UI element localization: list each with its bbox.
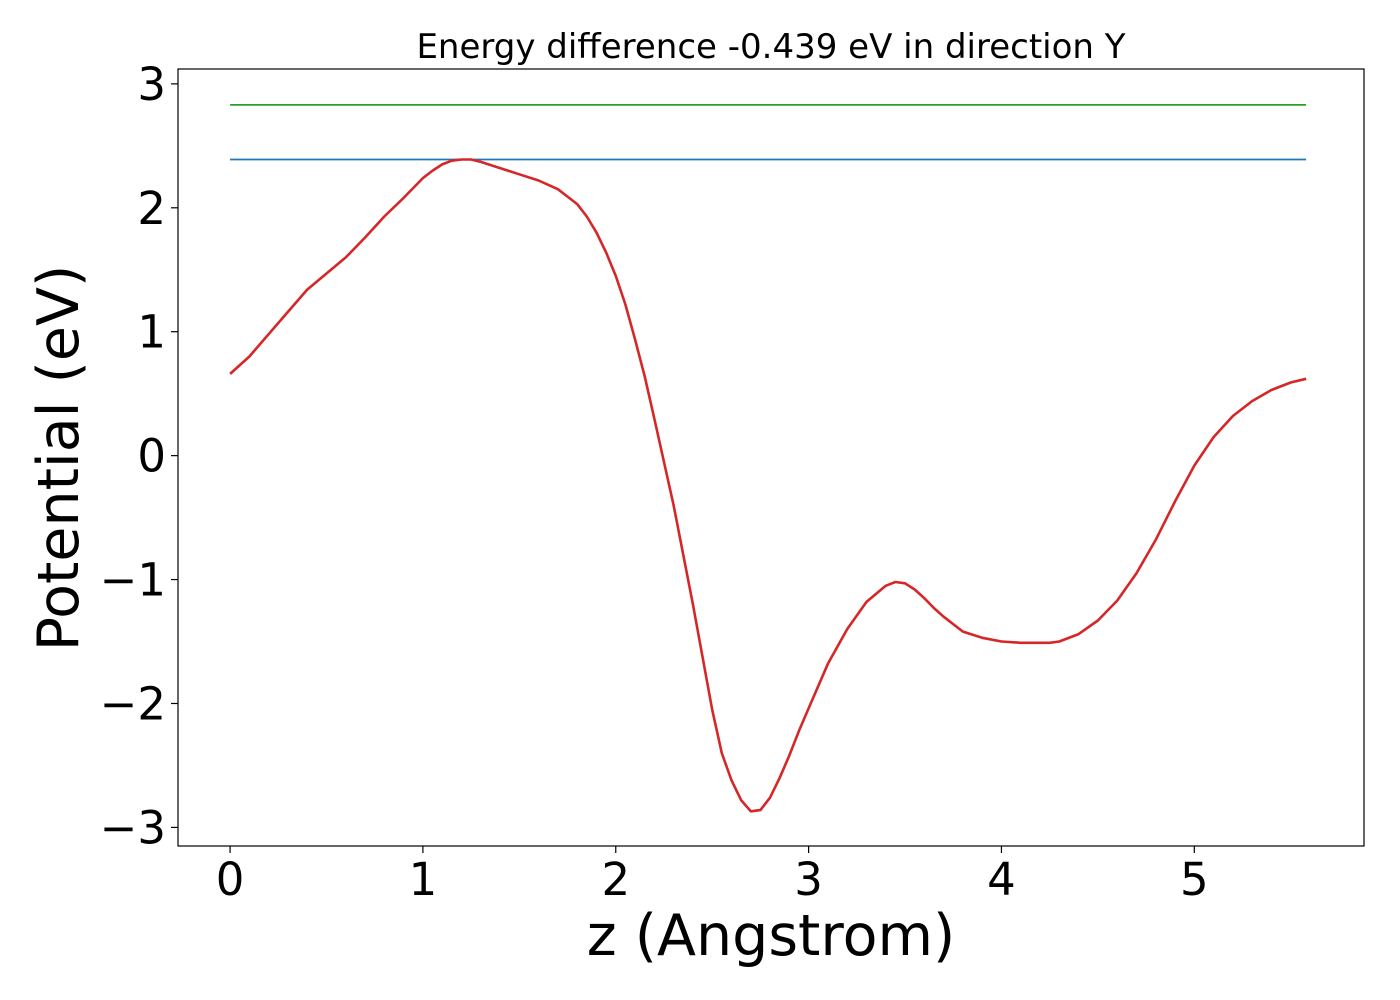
plot-frame: [177, 68, 1365, 847]
y-tick-label: 2: [137, 182, 166, 235]
x-tick-label: 1: [409, 853, 438, 906]
x-tick-label: 3: [794, 853, 823, 906]
y-tick-label: −3: [100, 801, 166, 854]
x-tick-label: 2: [601, 853, 630, 906]
y-tick-label: 3: [137, 58, 166, 111]
series-line-3: [229, 158, 1307, 813]
y-tick-label: 1: [137, 306, 166, 359]
x-axis: 0 1 2 3 4 5: [216, 846, 1209, 906]
x-tick-label: 0: [216, 853, 245, 906]
y-tick-label: −1: [100, 554, 166, 607]
y-axis: 3 2 1 0 −1 −2 −3: [100, 58, 178, 854]
plot-area: [229, 104, 1307, 813]
y-axis-title: Potential (eV): [26, 265, 92, 651]
x-axis-title: z (Angstrom): [587, 903, 955, 969]
y-tick-label: 0: [137, 430, 166, 483]
chart-title: Energy difference -0.439 eV in direction…: [416, 27, 1125, 67]
x-tick-label: 5: [1180, 853, 1209, 906]
x-tick-label: 4: [987, 853, 1016, 906]
y-tick-label: −2: [100, 677, 166, 730]
